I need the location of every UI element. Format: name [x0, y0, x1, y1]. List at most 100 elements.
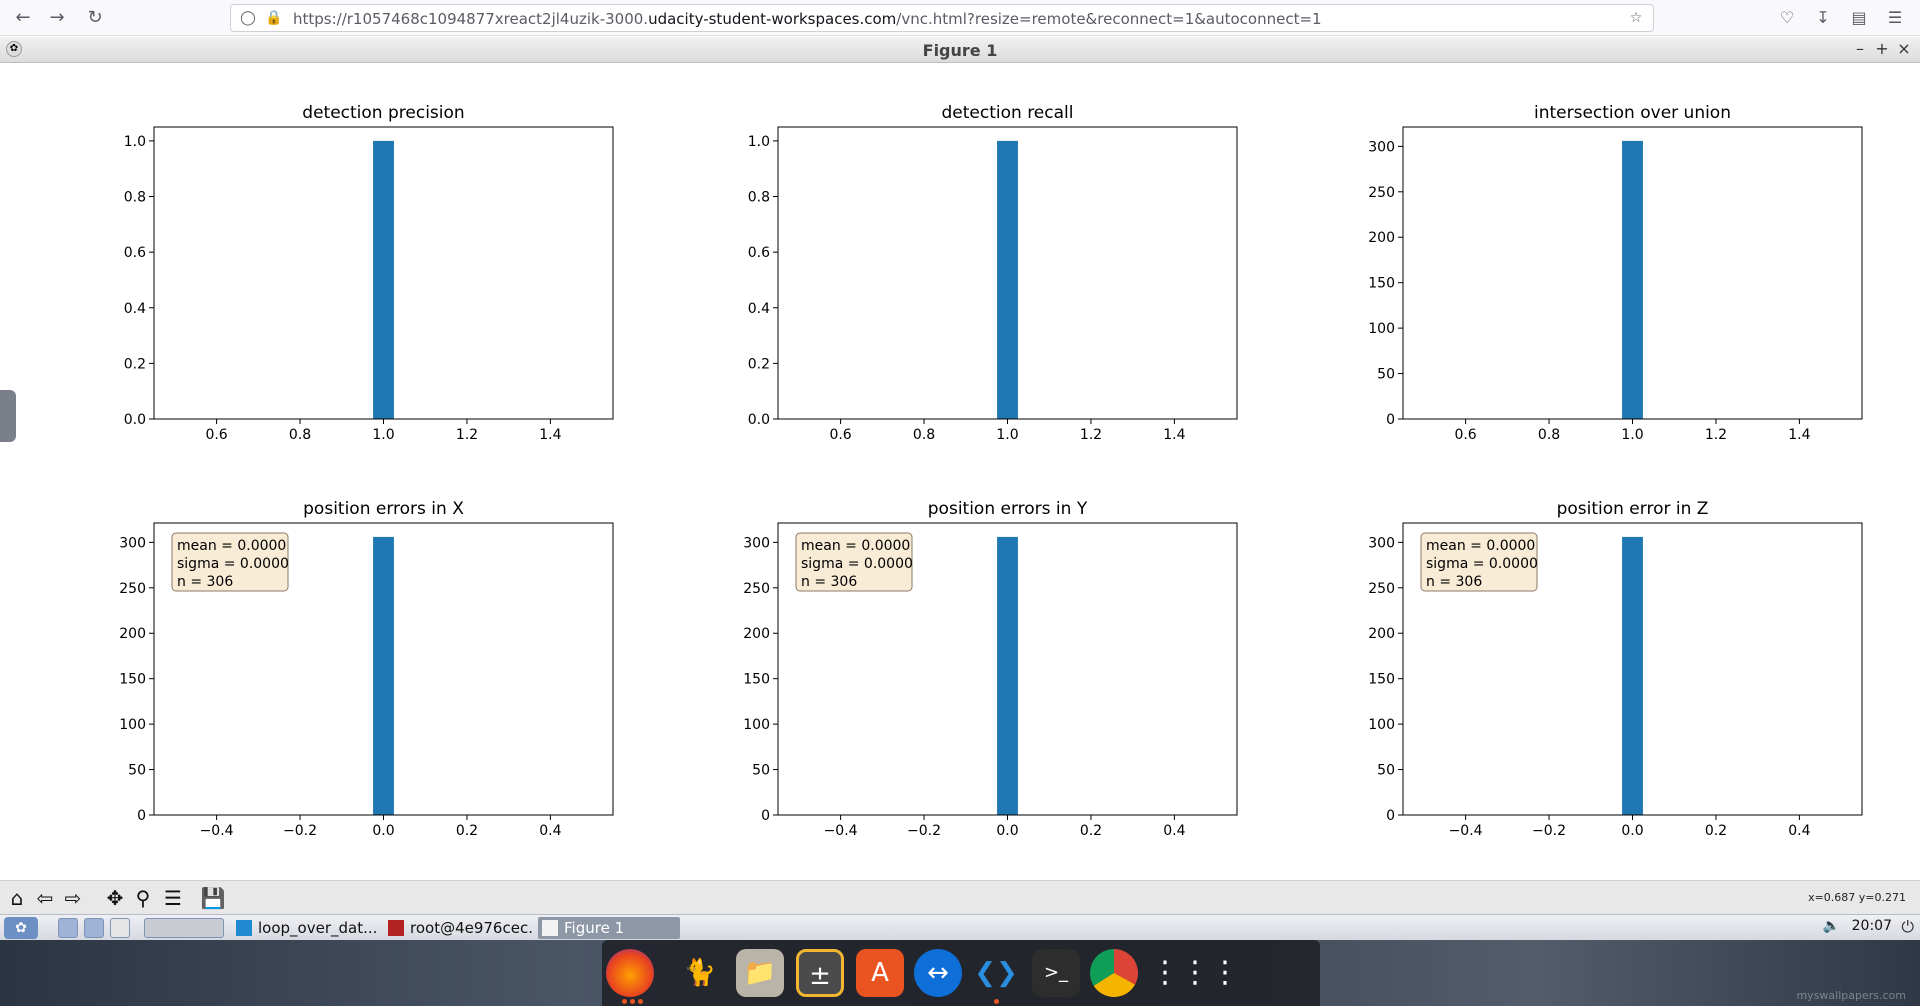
x-tick-label: −0.4 — [1449, 823, 1483, 839]
maximize-icon[interactable]: + — [1875, 39, 1889, 58]
desktop-launcher-icon[interactable] — [110, 918, 130, 938]
y-tick-label: 150 — [119, 672, 146, 688]
url-prefix: https://r1057468c1094877xreact2jl4uzik-3… — [293, 10, 649, 28]
firefox-icon[interactable] — [606, 949, 654, 997]
start-menu-button[interactable]: ✿ — [4, 917, 38, 939]
x-tick-label: 0.8 — [913, 427, 935, 443]
browser-launcher-icon[interactable] — [84, 918, 104, 938]
subplot-1: detection precision 0.6 0.8 1.0 1.2 1.4 0.0 0.2… — [124, 103, 614, 443]
y-tick-label: 200 — [1368, 230, 1395, 246]
software-center-icon[interactable]: A — [856, 949, 904, 997]
subplot-4: position errors in X −0.4 −0.2 0.0 0.2 0.4 0 50… — [119, 499, 614, 839]
pan-icon[interactable]: ✥ — [106, 886, 124, 910]
y-tick-label: 0.0 — [748, 412, 770, 428]
calculator-icon[interactable]: ± — [796, 949, 844, 997]
url-bar[interactable]: ◯ 🔒 https://r1057468c1094877xreact2jl4uz… — [230, 4, 1654, 32]
subplot-title: detection precision — [302, 103, 464, 123]
shield-icon[interactable]: ◯ — [240, 10, 256, 26]
subplot-3: intersection over union 0.6 0.8 1.0 1.2 1.4 0 5… — [1368, 103, 1863, 443]
subplot-title: detection recall — [942, 103, 1074, 123]
vscode-dock-icon[interactable]: ❮❯ — [974, 958, 1018, 988]
y-tick-label: 0 — [761, 808, 770, 824]
x-tick-label: −0.2 — [907, 823, 941, 839]
x-tick-label: 0.6 — [829, 427, 851, 443]
stats-line: mean = 0.0000 — [177, 538, 286, 554]
y-tick-label: 0.0 — [124, 412, 146, 428]
subplot-title: position errors in Y — [928, 499, 1088, 519]
terminal-dock-icon[interactable]: >_ — [1032, 949, 1080, 997]
y-tick-label: 0.2 — [748, 356, 770, 372]
y-tick-label: 150 — [1368, 276, 1395, 292]
url-text[interactable]: https://r1057468c1094877xreact2jl4uzik-3… — [293, 10, 1322, 28]
clock: 20:07 — [1851, 918, 1892, 934]
subplot-title: position errors in X — [303, 499, 464, 519]
app-icon[interactable]: ✿ — [6, 41, 22, 57]
stats-line: n = 306 — [801, 574, 857, 590]
url-host: udacity-student-workspaces.com — [648, 10, 897, 28]
y-tick-label: 50 — [1377, 367, 1395, 383]
save-icon[interactable]: 💾 — [200, 886, 226, 910]
subplot-2: detection recall 0.6 0.8 1.0 1.2 1.4 0.0 0.2 0.4… — [748, 103, 1238, 443]
back-icon[interactable]: ⇦ — [36, 886, 54, 910]
reload-icon[interactable]: ↻ — [87, 7, 103, 28]
histogram-bar — [373, 536, 394, 815]
x-tick-label: 1.0 — [996, 427, 1018, 443]
figure-canvas[interactable]: detection precision 0.6 0.8 1.0 1.2 1.4 0.0 0.2… — [0, 64, 1920, 880]
x-tick-label: 0.2 — [456, 823, 478, 839]
forward-arrow-icon[interactable]: → — [49, 7, 65, 28]
configure-subplots-icon[interactable]: ☰ — [164, 886, 182, 910]
subplot-title: intersection over union — [1534, 103, 1731, 123]
back-arrow-icon[interactable]: ← — [15, 7, 31, 28]
x-tick-label: 1.2 — [456, 427, 478, 443]
y-tick-label: 250 — [743, 581, 770, 597]
x-tick-label: 0.6 — [1454, 427, 1476, 443]
stats-line: sigma = 0.0000 — [801, 556, 913, 572]
running-indicator — [994, 999, 999, 1004]
close-icon[interactable]: × — [1897, 39, 1911, 58]
pocket-icon[interactable]: ♡ — [1779, 8, 1795, 27]
pager-icon[interactable] — [144, 918, 224, 938]
app-grid-icon[interactable]: ⋮⋮⋮ — [1150, 955, 1240, 990]
minimize-icon[interactable]: – — [1856, 39, 1864, 58]
y-tick-label: 100 — [743, 717, 770, 733]
cat-app-icon[interactable]: 🐈 — [683, 958, 717, 988]
y-tick-label: 1.0 — [124, 134, 146, 150]
task-figure[interactable]: Figure 1 — [538, 917, 680, 939]
histogram-bar — [1622, 536, 1643, 815]
subplot-6: position error in Z −0.4 −0.2 0.0 0.2 0.4 0 50 1… — [1368, 499, 1863, 839]
y-tick-label: 0.4 — [124, 301, 146, 317]
subplot-title: position error in Z — [1557, 499, 1709, 519]
lock-icon[interactable]: 🔒 — [265, 10, 283, 26]
x-tick-label: 1.0 — [1621, 427, 1643, 443]
power-icon[interactable]: ⏻ — [1901, 917, 1914, 936]
window-title: Figure 1 — [922, 41, 998, 60]
vnc-side-tab[interactable] — [0, 390, 16, 442]
y-tick-label: 50 — [1377, 763, 1395, 779]
volume-icon[interactable]: 🔈 — [1822, 918, 1840, 934]
x-tick-label: −0.2 — [283, 823, 317, 839]
desktop-wallpaper: 🐈 📁 ± A ↔ ❮❯ >_ ⋮⋮⋮ myswallpapers.com — [0, 940, 1920, 1006]
menu-icon[interactable]: ☰ — [1887, 8, 1903, 27]
chrome-icon[interactable] — [1090, 949, 1138, 997]
stats-box — [1420, 532, 1538, 592]
teamviewer-icon[interactable]: ↔ — [914, 949, 962, 997]
download-icon[interactable]: ↧ — [1816, 8, 1830, 27]
figure-window-titlebar: ✿ Figure 1 – + × — [0, 37, 1920, 63]
files-icon[interactable]: 📁 — [736, 949, 784, 997]
coordinate-readout: x=0.687 y=0.271 — [1808, 891, 1906, 904]
bookmark-star-icon[interactable]: ☆ — [1629, 10, 1643, 26]
extensions-icon[interactable]: ▤ — [1851, 8, 1867, 27]
y-tick-label: 100 — [1368, 321, 1395, 337]
y-tick-label: 0 — [1386, 412, 1395, 428]
running-indicator — [630, 999, 635, 1004]
x-tick-label: 1.4 — [1788, 427, 1810, 443]
home-icon[interactable]: ⌂ — [10, 886, 24, 910]
file-manager-launcher-icon[interactable] — [58, 918, 78, 938]
forward-icon[interactable]: ⇨ — [64, 886, 82, 910]
zoom-icon[interactable]: ⚲ — [135, 886, 151, 910]
y-tick-label: 0.6 — [748, 245, 770, 261]
task-terminal[interactable]: root@4e976cec... — [384, 917, 532, 939]
y-tick-label: 0 — [137, 808, 146, 824]
task-vscode[interactable]: loop_over_dat... — [232, 917, 376, 939]
y-tick-label: 50 — [128, 763, 146, 779]
